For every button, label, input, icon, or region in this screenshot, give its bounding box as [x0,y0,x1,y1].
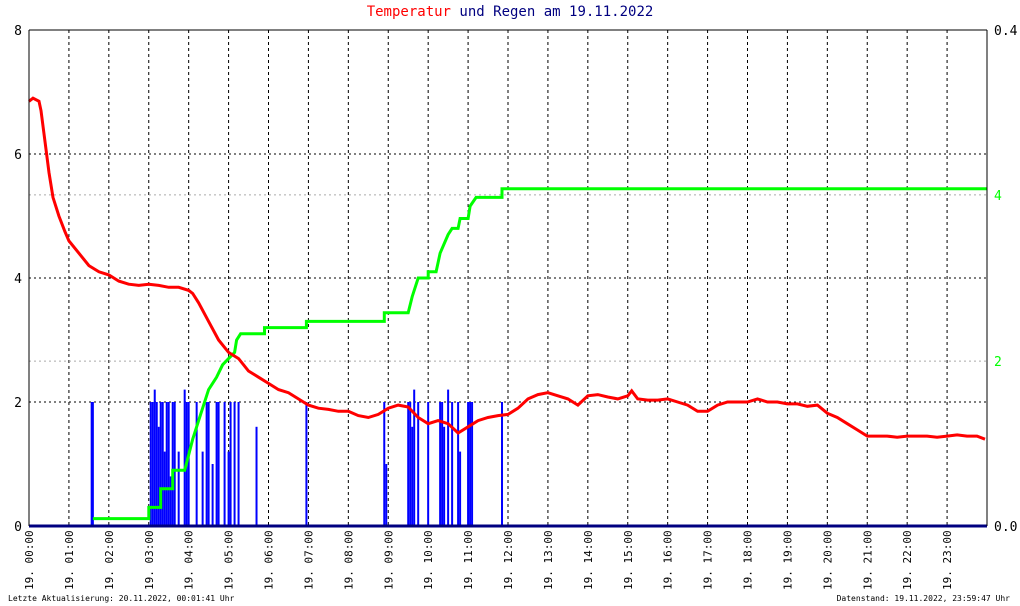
y-right-tick-label: 4 [994,189,1002,204]
chart-axes [28,29,988,528]
title-rain: Regen [493,4,536,20]
last-update-text: Letzte Aktualisierung: 20.11.2022, 00:01… [8,594,235,603]
tick-labels: 0 2 4 6 8 0.0 2 4 0.4 19. 00:00 19. 01:00 19. 02:00… [14,24,1017,590]
rain-rate-bar [167,402,170,526]
x-tick-label: 19. 10:00 [422,530,435,590]
rain-rate-bar [413,389,416,526]
rain-rate-bar [91,402,94,526]
rain-rate-series [90,389,504,526]
rain-rate-bar [155,402,158,526]
rain-rate-bar [165,402,168,526]
title-date: am 19.11.2022 [535,4,654,20]
y-right-tick-label: 2 [994,355,1002,370]
x-tick-label: 19. 11:00 [462,530,475,590]
x-tick-label: 19. 01:00 [63,530,76,590]
rain-rate-bar [407,402,410,526]
rain-rate-bar [385,464,388,526]
x-tick-label: 19. 21:00 [861,530,874,590]
rain-rate-bar [153,389,156,526]
rain-rate-bar [411,426,414,526]
rain-rate-bar [451,402,454,526]
x-tick-label: 19. 13:00 [542,530,555,590]
x-tick-label: 19. 00:00 [23,530,36,590]
x-tick-label: 19. 03:00 [143,530,156,590]
x-tick-label: 19. 19:00 [781,530,794,590]
rain-rate-bar [469,402,472,526]
rain-rate-bar [187,402,190,526]
rain-rate-bar [169,476,172,526]
rain-rate-bar [151,402,154,526]
rain-rate-bar [255,426,258,526]
x-tick-label: 19. 15:00 [622,530,635,590]
rain-rate-bar [227,451,230,526]
data-timestamp-text: Datenstand: 19.11.2022, 23:59:47 Uhr [836,594,1010,603]
rain-total-line [92,187,987,521]
rain-rate-bar [195,402,198,526]
y-left-tick-label: 6 [14,148,22,163]
y-right-tick-label: 0.4 [994,24,1018,39]
rain-rate-bar [417,402,420,526]
rain-rate-bar [233,402,236,526]
x-tick-label: 19. 16:00 [662,530,675,590]
rain-rate-bar [409,402,412,526]
rain-rate-bar [223,402,226,526]
rain-rate-bar [177,451,180,526]
x-tick-label: 19. 02:00 [103,530,116,590]
rain-rate-bar [467,402,470,526]
x-tick-label: 19. 09:00 [382,530,395,590]
rain-rate-bar [201,451,204,526]
rain-rate-bar [90,402,93,526]
x-tick-label: 19. 14:00 [582,530,595,590]
rain-rate-bar [183,389,186,526]
chart-title: Temperatur und Regen am 19.11.2022 [0,4,1020,20]
rain-rate-bar [211,464,214,526]
rain-rate-bar [207,402,210,526]
rain-rate-bar [161,402,164,526]
y-left-tick-label: 4 [14,272,22,287]
x-tick-label: 19. 17:00 [702,530,715,590]
temperature-line [28,96,986,441]
x-tick-label: 19. 05:00 [223,530,236,590]
x-tick-label: 19. 08:00 [342,530,355,590]
x-tick-label: 19. 20:00 [821,530,834,590]
rain-rate-bar [459,451,462,526]
title-temperature: Temperatur [366,4,451,20]
rain-rate-bar [441,402,444,526]
x-tick-label: 19. 06:00 [263,530,276,590]
rain-rate-bar [173,402,176,526]
x-tick-label: 19. 07:00 [302,530,315,590]
rain-rate-bar [159,402,162,526]
rain-rate-bar [205,402,208,526]
rain-rate-bar [501,402,504,526]
rain-rate-bar [217,402,220,526]
rain-rate-bar [447,389,450,526]
rain-rate-bar [149,402,152,526]
x-tick-label: 19. 18:00 [742,530,755,590]
x-tick-label: 19. 22:00 [901,530,914,590]
rain-rate-bar [237,402,240,526]
rain-rate-bar [215,402,218,526]
rain-rate-bar [439,402,442,526]
rain-rate-bar [157,426,160,526]
x-tick-label: 19. 04:00 [183,530,196,590]
rain-rate-bar [383,402,386,526]
rain-rate-bar [171,402,174,526]
title-connector: und [450,4,494,20]
rain-rate-bar [471,402,474,526]
rain-rate-bar [305,402,308,526]
x-tick-label: 19. 23:00 [941,530,954,590]
rain-rate-bar [457,402,460,526]
rain-rate-bar [427,402,430,526]
rain-rate-bar [229,402,232,526]
rain-rate-bar [443,426,446,526]
x-tick-label: 19. 12:00 [502,530,515,590]
y-left-tick-label: 0 [14,520,22,535]
y-left-tick-label: 2 [14,396,22,411]
y-right-tick-label: 0.0 [994,520,1017,535]
y-left-tick-label: 8 [14,24,22,39]
